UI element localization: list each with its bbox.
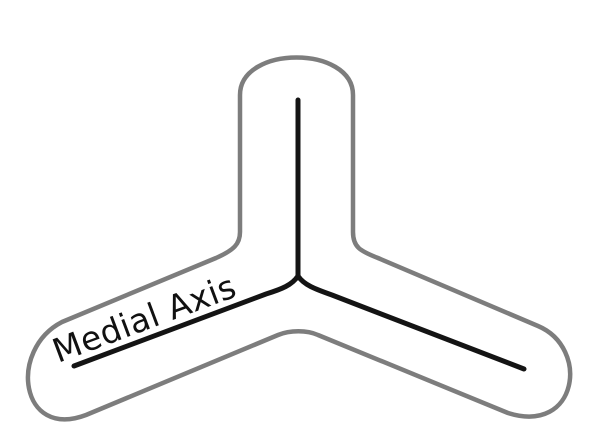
shape-outline	[25, 55, 573, 422]
medial-axis-left-branch	[71, 273, 301, 369]
medial-axis-right-branch	[295, 273, 527, 372]
